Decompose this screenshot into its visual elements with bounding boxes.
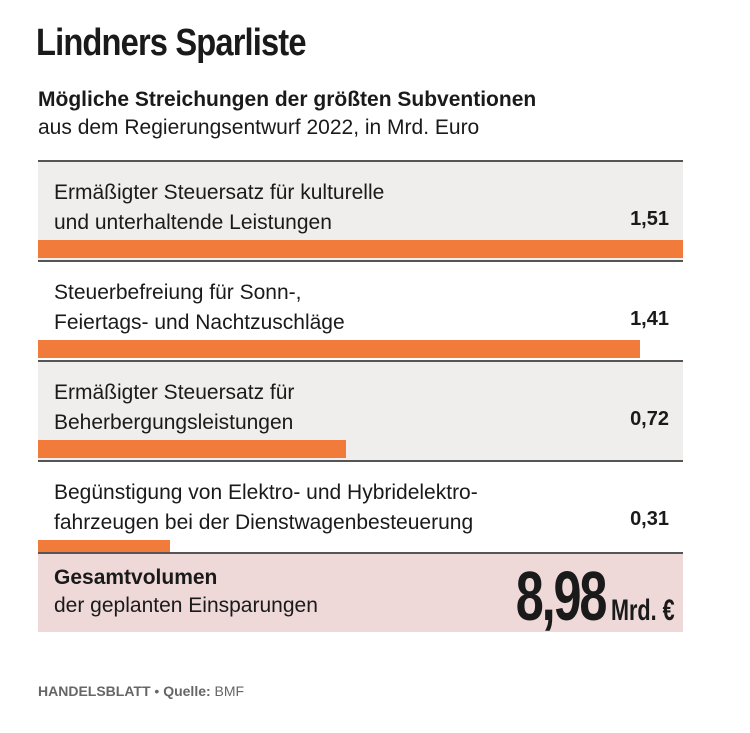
category-label: Ermäßigter Steuersatz für kulturelle und… — [54, 181, 385, 234]
bar-row: Ermäßigter Steuersatz für kulturelle und… — [38, 160, 683, 260]
total-sublabel: der geplanten Einsparungen — [54, 594, 318, 617]
footer-separator: • — [150, 683, 164, 699]
bar-row: Steuerbefreiung für Sonn-, Feiertags- un… — [38, 260, 683, 360]
source-name: BMF — [210, 683, 245, 699]
category-label: Begünstigung von Elektro- und Hybridelek… — [54, 481, 478, 534]
chart-subtitle: Mögliche Streichungen der größten Subven… — [38, 88, 537, 111]
data-label: 1,41 — [630, 308, 669, 330]
category-label: Steuerbefreiung für Sonn-, Feiertags- un… — [54, 281, 345, 334]
bar-row: Begünstigung von Elektro- und Hybridelek… — [38, 460, 683, 560]
source-label: Quelle: — [163, 683, 211, 699]
total-label: Gesamtvolumen — [54, 566, 218, 589]
bar-row: Ermäßigter Steuersatz für Beherbergungsl… — [38, 360, 683, 460]
total-value: 8,98 Mrd. € — [516, 556, 675, 636]
total-unit: Mrd. € — [611, 594, 675, 627]
bar — [38, 440, 346, 458]
data-label: 1,51 — [630, 208, 669, 230]
category-label: Ermäßigter Steuersatz für Beherbergungsl… — [54, 381, 295, 434]
bar-chart: Ermäßigter Steuersatz für kulturelle und… — [38, 160, 683, 635]
publisher-name: HANDELSBLATT — [38, 683, 151, 699]
total-box: Gesamtvolumen der geplanten Einsparungen… — [38, 552, 683, 635]
footer: HANDELSBLATT • Quelle: BMF — [38, 683, 244, 699]
data-label: 0,31 — [630, 508, 669, 530]
bar — [38, 340, 641, 358]
data-label: 0,72 — [630, 408, 669, 430]
bar — [38, 240, 683, 258]
chart-unit-note: aus dem Regierungsentwurf 2022, in Mrd. … — [38, 116, 480, 139]
page-title: Lindners Sparliste — [36, 22, 307, 64]
total-number: 8,98 — [516, 557, 608, 635]
